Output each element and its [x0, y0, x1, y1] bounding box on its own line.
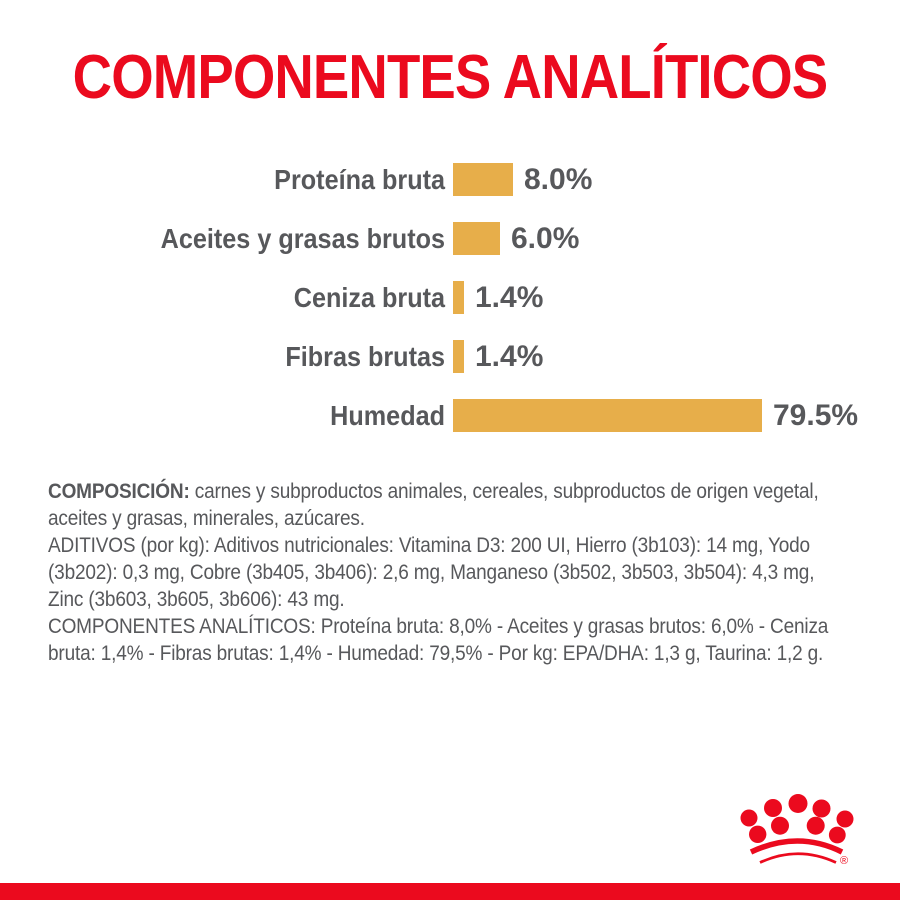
page-title: COMPONENTES ANALÍTICOS — [72, 43, 828, 112]
composition-line: COMPOSICIÓN: carnes y subproductos anima… — [48, 479, 819, 503]
additives-line: ADITIVOS (por kg): Aditivos nutricionale… — [48, 533, 810, 557]
chart-row-proteina-bruta: Proteína bruta 8.0% — [0, 150, 900, 209]
bar-value: 8.0% — [524, 162, 593, 196]
bar-value: 1.4% — [475, 339, 544, 373]
bar-aceites-grasas — [453, 222, 500, 255]
bar-value: 1.4% — [475, 280, 544, 314]
bar-ceniza-bruta — [453, 281, 464, 314]
bottom-red-band — [0, 883, 900, 900]
bar-fibras-brutas — [453, 340, 464, 373]
chart-row-aceites-grasas: Aceites y grasas brutos 6.0% — [0, 209, 900, 268]
bar-value: 6.0% — [511, 221, 580, 255]
analytic-components-bar-chart: Proteína bruta 8.0% Aceites y grasas bru… — [0, 150, 900, 445]
bar-label: Fibras brutas — [285, 341, 445, 372]
chart-row-humedad: Humedad 79.5% — [0, 386, 900, 445]
bar-proteina-bruta — [453, 163, 513, 196]
chart-row-ceniza-bruta: Ceniza bruta 1.4% — [0, 268, 900, 327]
bar-label: Proteína bruta — [274, 164, 445, 195]
bar-label: Humedad — [330, 400, 445, 431]
chart-row-fibras-brutas: Fibras brutas 1.4% — [0, 327, 900, 386]
royal-canin-crown-icon: ® — [740, 794, 854, 867]
bar-humedad — [453, 399, 762, 432]
bar-label: Ceniza bruta — [293, 282, 445, 313]
additives-line: Zinc (3b603, 3b605, 3b606): 43 mg. — [48, 587, 345, 611]
bar-value: 79.5% — [773, 398, 859, 432]
bar-label: Aceites y grasas brutos — [160, 223, 445, 254]
composition-text-block: COMPOSICIÓN: carnes y subproductos anima… — [48, 478, 858, 667]
composition-line: aceites y grasas, minerales, azúcares. — [48, 506, 365, 530]
additives-line: (3b202): 0,3 mg, Cobre (3b405, 3b406): 2… — [48, 560, 815, 584]
analytic-components-line: bruta: 1,4% - Fibras brutas: 1,4% - Hume… — [48, 641, 824, 665]
registered-mark: ® — [840, 855, 848, 867]
analytic-components-line: COMPONENTES ANALÍTICOS: Proteína bruta: … — [48, 614, 829, 638]
